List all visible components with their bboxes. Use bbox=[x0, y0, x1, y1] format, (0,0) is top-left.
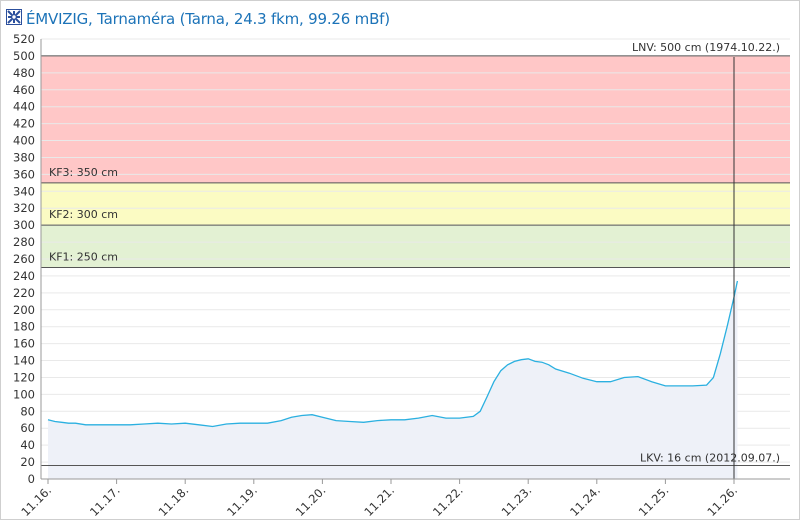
reference-lines: LNV: 500 cm (1974.10.22.) KF3: 350 cm KF2:… bbox=[41, 41, 790, 479]
y-tick-label: 160 bbox=[13, 337, 35, 351]
y-tick-label: 220 bbox=[13, 286, 35, 300]
y-tick-label: 340 bbox=[13, 184, 35, 198]
y-tick-label: 460 bbox=[13, 83, 35, 97]
y-tick-label: 440 bbox=[13, 100, 35, 114]
y-tick-label: 100 bbox=[13, 387, 35, 401]
y-tick-label: 520 bbox=[13, 32, 35, 46]
reference-label-1: LNV: 500 cm (1974.10.22.) bbox=[632, 41, 780, 54]
reference-label-2: KF3: 350 cm bbox=[49, 166, 118, 179]
x-tick-label: 11.23. bbox=[499, 483, 535, 519]
x-tick-label: 11.18. bbox=[156, 483, 192, 519]
x-tick-label: 11.25. bbox=[636, 483, 672, 519]
y-tick-label: 320 bbox=[13, 201, 35, 215]
y-tick-label: 60 bbox=[20, 421, 35, 435]
y-tick-label: 140 bbox=[13, 354, 35, 368]
y-tick-label: 380 bbox=[13, 150, 35, 164]
x-tick-label: 11.26. bbox=[704, 483, 740, 519]
y-tick-label: 120 bbox=[13, 370, 35, 384]
x-tick-label: 11.21. bbox=[361, 483, 397, 519]
y-tick-label: 360 bbox=[13, 167, 35, 181]
y-tick-label: 260 bbox=[13, 252, 35, 266]
y-tick-label: 300 bbox=[13, 218, 35, 232]
y-tick-label: 420 bbox=[13, 117, 35, 131]
emvizig-logo-icon bbox=[6, 9, 22, 25]
y-tick-label: 400 bbox=[13, 134, 35, 148]
alert-zone-3 bbox=[41, 225, 790, 268]
y-tick-label: 480 bbox=[13, 66, 35, 80]
y-tick-label: 280 bbox=[13, 235, 35, 249]
y-tick-label: 180 bbox=[13, 320, 35, 334]
reference-label-4: KF1: 250 cm bbox=[49, 250, 118, 263]
alert-zone-2 bbox=[41, 182, 790, 226]
x-tick-label: 11.22. bbox=[430, 483, 466, 519]
alert-zones bbox=[41, 55, 790, 268]
y-tick-label: 200 bbox=[13, 303, 35, 317]
series-area bbox=[48, 281, 738, 479]
water-level-area bbox=[47, 280, 739, 479]
y-tick-label: 240 bbox=[13, 269, 35, 283]
y-tick-label: 80 bbox=[20, 404, 35, 418]
y-tick-label: 20 bbox=[20, 455, 35, 469]
y-tick-label: 0 bbox=[28, 472, 35, 486]
reference-label-3: KF2: 300 cm bbox=[49, 208, 118, 221]
x-tick-label: 11.20. bbox=[293, 483, 329, 519]
reference-label-5: LKV: 16 cm (2012.09.07.) bbox=[640, 451, 780, 464]
y-tick-label: 500 bbox=[13, 49, 35, 63]
x-tick-label: 11.17. bbox=[87, 483, 123, 519]
chart-header: ÉMVIZIG, Tarnaméra (Tarna, 24.3 fkm, 99.… bbox=[0, 0, 800, 36]
y-tick-label: 40 bbox=[20, 438, 35, 452]
series-line bbox=[47, 280, 739, 428]
alert-zone-1 bbox=[41, 55, 790, 183]
x-tick-label: 11.16. bbox=[18, 483, 54, 519]
x-tick-label: 11.19. bbox=[224, 483, 260, 519]
chart-title: ÉMVIZIG, Tarnaméra (Tarna, 24.3 fkm, 99.… bbox=[26, 10, 390, 28]
x-tick-label: 11.24. bbox=[567, 483, 603, 519]
